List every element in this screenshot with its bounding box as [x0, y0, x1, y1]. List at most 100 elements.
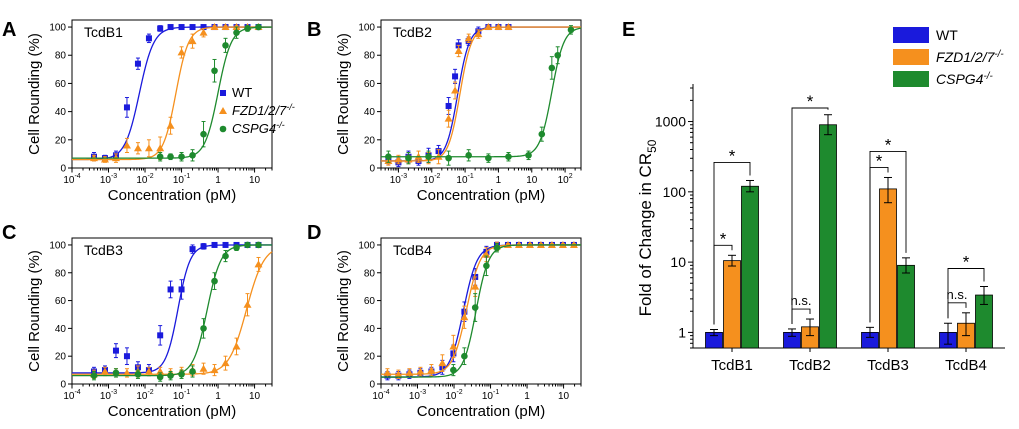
legend: WT FZD1/2/7-/- CSPG4-/- — [219, 85, 295, 136]
y-tick-label: 80 — [364, 51, 376, 62]
y-tick-label: 0 — [369, 164, 375, 175]
fit-curve — [381, 244, 581, 378]
data-point — [445, 154, 452, 162]
series-cspg4 — [72, 23, 273, 162]
panel-letter: A — [2, 19, 16, 41]
data-point — [167, 372, 174, 379]
panel-d: D 0 20 40 60 80 100 10-4 10-3 10-2 10-1 1 10 Concentr… — [307, 222, 582, 420]
legend-marker — [219, 107, 227, 114]
bracket — [791, 308, 811, 324]
series-fzd — [72, 251, 273, 379]
series-wt — [72, 241, 272, 377]
data-point — [178, 24, 185, 31]
bracket — [947, 268, 985, 319]
y-axis-label: Cell Rounding (%) — [335, 250, 352, 372]
data-point — [177, 48, 186, 56]
x-tick-label: 10-4 — [63, 389, 80, 402]
y-tick-label: 0 — [60, 380, 66, 391]
not-significant-label: n.s. — [791, 293, 812, 308]
y-tick-label: 40 — [55, 107, 67, 118]
chart-title: TcdB2 — [393, 24, 432, 40]
data-point — [484, 23, 493, 31]
fit-curve — [72, 244, 273, 377]
y-tick-label: 60 — [55, 296, 67, 307]
data-point — [233, 244, 240, 252]
data-point — [167, 286, 174, 293]
data-point — [233, 29, 240, 36]
data-point — [474, 30, 483, 38]
legend: WT FZD1/2/7-/- CSPG4-/- — [893, 27, 1004, 87]
data-point — [122, 368, 131, 376]
x-tick-label: 10-4 — [372, 389, 389, 402]
series-cspg4 — [72, 241, 273, 382]
series-cspg4 — [381, 25, 582, 166]
data-point — [460, 313, 469, 321]
data-point — [157, 25, 164, 32]
fit-curve — [381, 27, 582, 158]
x-tick-label: 10-1 — [482, 389, 499, 402]
x-axis-label: Concentration (pM) — [417, 187, 545, 204]
data-point — [189, 246, 196, 253]
panel-b: B 0 20 40 60 80 100 10-3 10-2 10-1 1 10 102 Concentra… — [307, 19, 582, 204]
data-point — [232, 342, 241, 350]
data-point — [244, 241, 251, 249]
x-tick-label: 1 — [215, 175, 221, 186]
bar-series-cspg4 — [741, 114, 993, 349]
series-layer — [72, 241, 273, 382]
data-point — [450, 366, 457, 374]
y-tick-label: 100 — [49, 23, 66, 34]
data-point — [449, 342, 458, 350]
data-point — [210, 23, 219, 31]
plot-frame — [71, 19, 273, 169]
data-point — [554, 51, 562, 59]
data-point — [243, 300, 252, 308]
x-tick-label: 10-3 — [409, 389, 426, 402]
series-layer — [72, 23, 273, 163]
data-point — [454, 47, 463, 55]
data-point — [211, 241, 218, 248]
data-point — [90, 372, 98, 379]
x-tick-label: 10-3 — [100, 389, 117, 402]
x-tick-label: 10-2 — [136, 389, 153, 402]
significance-star: * — [963, 252, 970, 271]
data-point — [123, 353, 130, 360]
significance-star: * — [807, 92, 814, 111]
legend-swatch — [893, 49, 929, 65]
y-tick-label: 20 — [55, 352, 67, 363]
legend-entry: FZD1/2/7-/- — [232, 102, 295, 118]
y-tick-label: 20 — [364, 352, 376, 363]
y-tick-label: 60 — [55, 79, 67, 90]
panel-a: A 0 20 40 60 80 100 10-4 10-3 10-2 10-1 1 10 Concentr… — [2, 19, 295, 204]
bracket — [791, 107, 829, 324]
data-point — [222, 42, 229, 49]
data-point — [567, 26, 575, 34]
x-axis-label: Concentration (pM) — [417, 403, 545, 420]
data-point — [221, 23, 230, 31]
legend-entry: CSPG4-/- — [936, 71, 993, 87]
data-point — [427, 366, 436, 374]
data-point — [122, 141, 131, 149]
series-cspg4 — [381, 243, 581, 378]
significance-star: * — [720, 229, 727, 248]
significance-star: * — [876, 151, 883, 170]
y-tick-label: 80 — [55, 268, 67, 279]
data-point — [167, 24, 174, 31]
data-point — [178, 153, 185, 161]
data-point — [178, 370, 185, 378]
data-point — [514, 240, 523, 248]
y-tick-label: 1000 — [655, 114, 686, 130]
category-label: TcdB1 — [711, 357, 753, 374]
y-tick-label: 60 — [364, 79, 376, 90]
x-tick-label: 10-2 — [423, 173, 440, 186]
data-point — [100, 155, 109, 163]
series-layer — [381, 240, 581, 381]
x-tick-label: 10-1 — [456, 173, 473, 186]
y-tick-label: 60 — [364, 296, 376, 307]
data-point — [405, 368, 414, 376]
data-point — [188, 37, 197, 45]
y-axis-label: Cell Rounding (%) — [335, 33, 352, 155]
data-point — [464, 34, 473, 42]
x-tick-label: 10-1 — [173, 389, 190, 402]
bar — [819, 124, 837, 349]
data-point — [244, 25, 251, 32]
